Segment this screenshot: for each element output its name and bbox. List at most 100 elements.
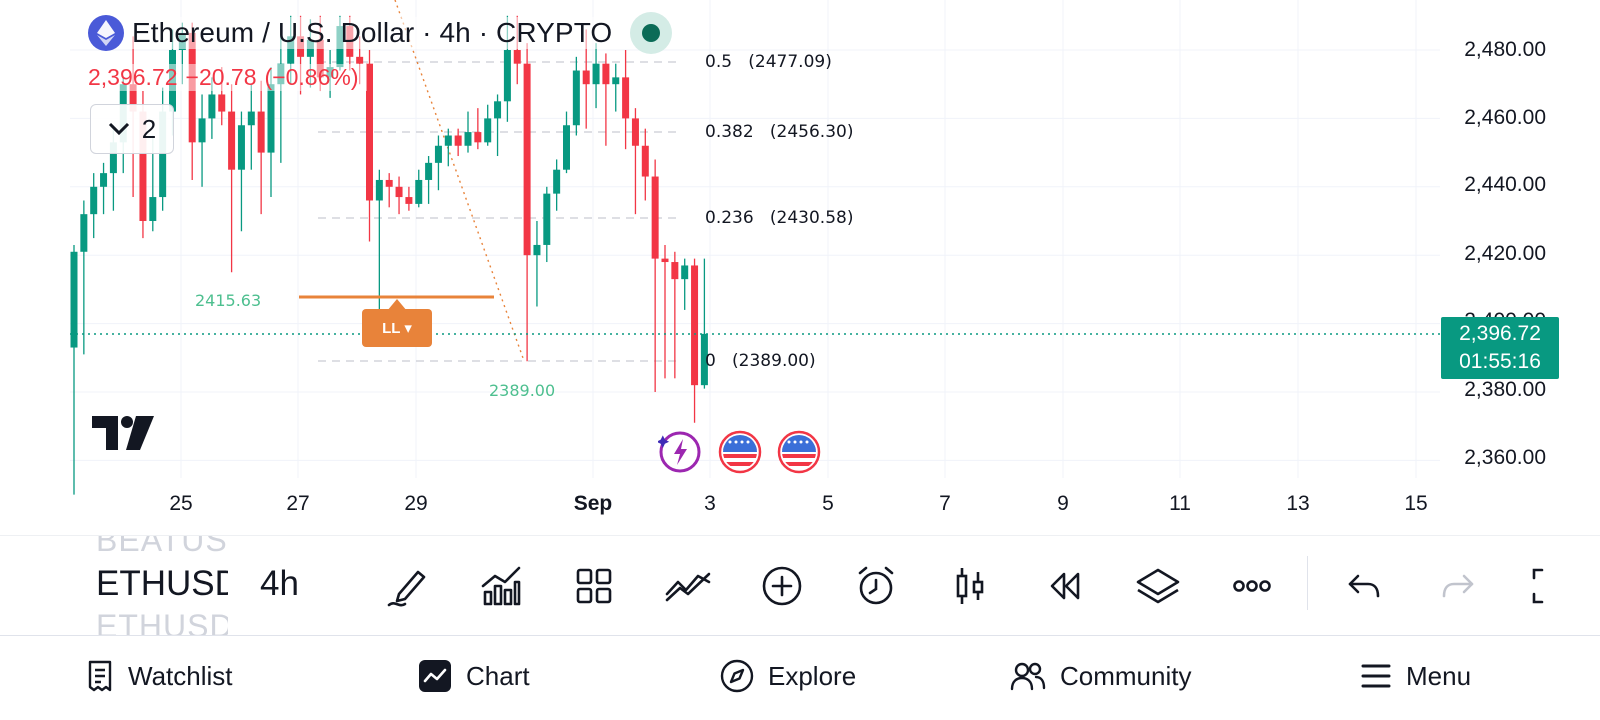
candle [671,251,679,379]
candle-body [366,63,373,201]
nav-community-label: Community [1060,660,1192,691]
layers-button[interactable] [1134,562,1182,610]
candle [700,258,708,389]
time-axis-label: 15 [1404,492,1428,515]
candle-body [316,39,324,78]
candle-body [454,135,462,146]
candle-body [395,186,403,198]
candle-body [228,111,236,170]
earnings-event-icon[interactable] [656,430,702,474]
us-flag-event-icon[interactable] [777,430,821,474]
chevron-down-icon [108,122,129,136]
nav-menu[interactable]: Menu [1360,656,1471,696]
time-axis-label: 11 [1169,492,1191,515]
candle [641,128,649,201]
ticker-current[interactable]: ETHUSD [96,564,228,603]
candle [198,94,206,187]
candle-body [208,94,216,119]
nav-chart[interactable]: Chart [418,656,530,696]
price-axis-label: 2,420.00 [1464,242,1546,265]
add-button[interactable] [758,562,806,610]
candle-body [247,111,255,126]
indicators-collapse-button[interactable]: 2 [90,104,174,154]
chart-toolbar: BEATUSD ETHUSD ETHUSD 4h [0,535,1600,636]
candle-body [90,186,98,215]
fib-level-0.236: 0.236 (2430.58) [705,208,854,228]
symbol-title[interactable]: Ethereum / U.S. Dollar · 4h · CRYPTO [132,17,613,49]
candle-body [159,111,167,198]
toolbar-divider [1307,556,1308,610]
candle-body [415,179,423,204]
candle-body [139,111,147,221]
candle [385,173,393,208]
candle-body [109,142,117,174]
candle-body [257,111,265,153]
undo-icon [1348,574,1380,598]
indicators-button[interactable] [477,562,525,610]
candle-body [602,63,610,85]
price-change-row: 2,396.72 −20.78 (−0.86%) [88,64,367,91]
redo-button[interactable] [1434,562,1482,610]
time-axis-label: Sep [573,492,613,515]
candle-body [681,265,689,280]
candle [553,159,561,211]
candle [375,169,383,310]
candle-body [464,132,472,146]
current-price-value: 2,396.72 [1459,322,1541,345]
candle [395,176,403,215]
candle [484,104,492,146]
candle-body [425,162,433,180]
nav-menu-label: Menu [1406,660,1472,691]
nav-community[interactable]: Community [1010,656,1191,696]
symbol-header[interactable]: Ethereum / U.S. Dollar · 4h · CRYPTO [88,12,673,54]
fib-level-0: 0 (2389.00) [705,351,816,371]
undo-button[interactable] [1340,562,1388,610]
layouts-button[interactable] [570,562,618,610]
fib-level-0.382: 0.382 (2456.30) [705,122,854,142]
symbol-picker[interactable]: BEATUSD ETHUSD ETHUSD [96,536,228,636]
candle-body [267,84,275,153]
lower-low-badge[interactable]: LL ▾ [362,309,432,347]
candle [612,63,620,112]
layers-icon [1136,568,1180,604]
candle-body [80,214,88,252]
candle [277,36,285,163]
nav-explore[interactable]: Explore [720,656,856,696]
fullscreen-button[interactable] [1528,562,1576,610]
compare-icon [665,572,711,602]
time-axis-label: 7 [939,492,951,515]
us-flag-event-icon[interactable] [718,430,762,474]
price-change: −20.78 [185,64,257,90]
candle-body [494,101,502,119]
candle-body [661,258,669,263]
candle [444,128,452,167]
candle [257,80,265,215]
candle-body [198,118,206,143]
time-axis-label: 3 [704,492,716,515]
compare-button[interactable] [664,562,712,610]
candle-body [563,125,570,170]
more-button[interactable] [1228,562,1276,610]
market-status-icon[interactable] [630,12,673,54]
community-icon [1010,662,1046,691]
interval-picker[interactable]: 4h [260,564,299,603]
candle [366,50,373,242]
drawing-tools-button[interactable] [383,562,431,610]
replay-button[interactable] [1040,562,1088,610]
time-axis-label: 9 [1057,492,1069,515]
nav-watchlist[interactable]: Watchlist [86,656,233,696]
candle-body [700,333,708,386]
candle [494,94,502,157]
candle-body [592,63,600,85]
alert-button[interactable] [852,562,900,610]
candle [622,50,630,150]
ticker-below: ETHUSD [96,608,228,636]
chart-area[interactable]: Ethereum / U.S. Dollar · 4h · CRYPTO 2,3… [0,0,1600,535]
chart-type-button[interactable] [946,562,994,610]
price-axis-label: 2,440.00 [1464,173,1546,196]
candle-body [612,77,620,85]
candle [543,186,551,263]
tradingview-logo [92,416,154,455]
time-axis-label: 5 [822,492,834,515]
price-change-percent: (−0.86%) [264,64,359,90]
